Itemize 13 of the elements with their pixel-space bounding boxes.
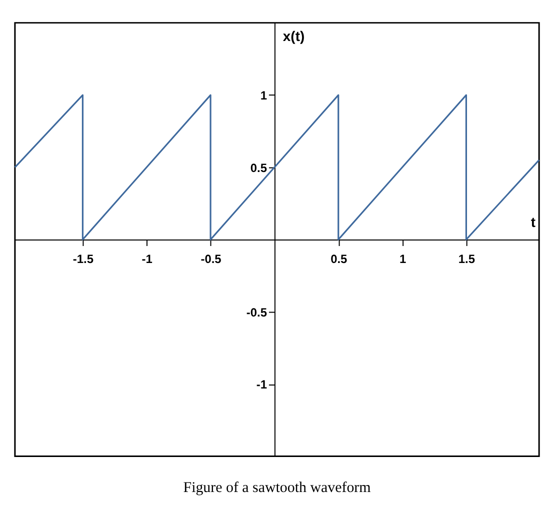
y-axis-title: x(t) — [282, 28, 305, 44]
text: Figure of a sawtooth waveform — [183, 480, 372, 496]
y-tick-label: 0.5 — [250, 160, 268, 175]
y-tick-label: -0.5 — [246, 305, 268, 320]
x-tick-label: 1 — [399, 252, 406, 266]
x-tick-label: -1.5 — [72, 252, 94, 266]
x-tick-label: -1 — [142, 252, 153, 266]
x-tick-label: -0.5 — [200, 252, 222, 266]
x-tick-label: 0.5 — [330, 252, 348, 266]
y-tick-label: -1 — [256, 378, 268, 392]
x-axis-title: t — [530, 214, 536, 230]
y-tick-label: 1 — [260, 88, 268, 103]
x-tick-label: 1.5 — [458, 252, 476, 266]
